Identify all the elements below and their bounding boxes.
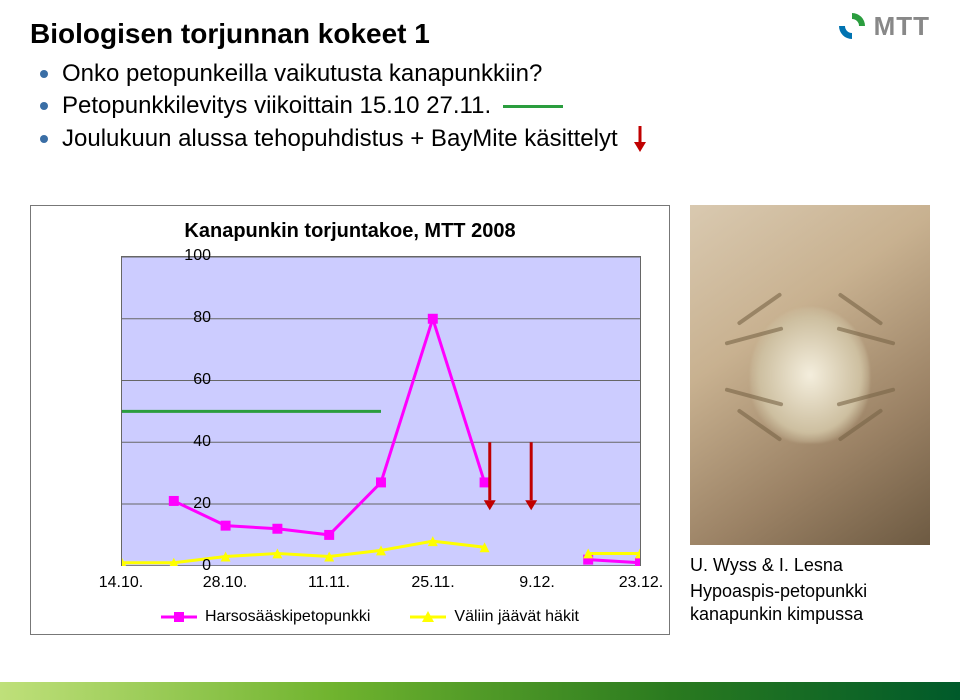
legend-swatch-icon (161, 610, 197, 624)
bullet-2: Petopunkkilevitys viikoittain 15.10 27.1… (30, 92, 730, 120)
y-tick-label: 100 (184, 247, 211, 265)
legend-item-2: Väliin jäävät häkit (410, 608, 579, 626)
bullet-text: Joulukuun alussa tehopuhdistus + BayMite… (62, 125, 618, 153)
chart-container: Kanapunkin torjuntakoe, MTT 2008 Aikuisi… (30, 205, 670, 635)
y-tick-label: 60 (193, 371, 211, 389)
legend-label: Harsosääskipetopunkki (205, 608, 370, 626)
x-tick-label: 23.12. (619, 574, 663, 592)
chart-legend: Harsosääskipetopunkki Väliin jäävät häki… (161, 608, 579, 626)
footer-bar (0, 682, 960, 700)
bullet-dot-icon (40, 135, 48, 143)
logo-swirl-icon (836, 10, 868, 42)
mite-photo (690, 205, 930, 545)
y-tick-label: 40 (193, 433, 211, 451)
bullet-text: Onko petopunkeilla vaikutusta kanapunkki… (62, 60, 542, 88)
mtt-logo: MTT (836, 10, 930, 42)
y-tick-label: 80 (193, 309, 211, 327)
line-sample-icon (503, 105, 563, 108)
bullet-dot-icon (40, 70, 48, 78)
x-tick-label: 28.10. (203, 574, 247, 592)
bullet-1: Onko petopunkeilla vaikutusta kanapunkki… (30, 60, 730, 88)
logo-text: MTT (874, 11, 930, 42)
bullet-dot-icon (40, 102, 48, 110)
bullet-text: Petopunkkilevitys viikoittain 15.10 27.1… (62, 92, 491, 120)
x-tick-label: 14.10. (99, 574, 143, 592)
y-tick-label: 0 (202, 557, 211, 575)
legend-item-1: Harsosääskipetopunkki (161, 608, 370, 626)
x-tick-label: 9.12. (519, 574, 555, 592)
chart-title: Kanapunkin torjuntakoe, MTT 2008 (31, 220, 669, 243)
photo-caption: Hypoaspis-petopunkki kanapunkin kimpussa (690, 580, 930, 625)
mite-body (750, 307, 870, 443)
photo-caption-block: U. Wyss & I. Lesna Hypoaspis-petopunkki … (690, 555, 930, 625)
x-tick-label: 11.11. (308, 574, 350, 592)
page-title: Biologisen torjunnan kokeet 1 (30, 18, 730, 50)
arrow-down-icon (630, 124, 650, 154)
x-tick-label: 25.11. (411, 574, 454, 592)
plot-area (121, 256, 641, 566)
legend-swatch-icon (410, 610, 446, 624)
bullet-3: Joulukuun alussa tehopuhdistus + BayMite… (30, 124, 730, 154)
y-tick-label: 20 (193, 495, 211, 513)
photo-credit: U. Wyss & I. Lesna (690, 555, 930, 576)
plot-svg (122, 257, 640, 566)
legend-label: Väliin jäävät häkit (454, 608, 579, 626)
title-block: Biologisen torjunnan kokeet 1 Onko petop… (30, 18, 730, 158)
